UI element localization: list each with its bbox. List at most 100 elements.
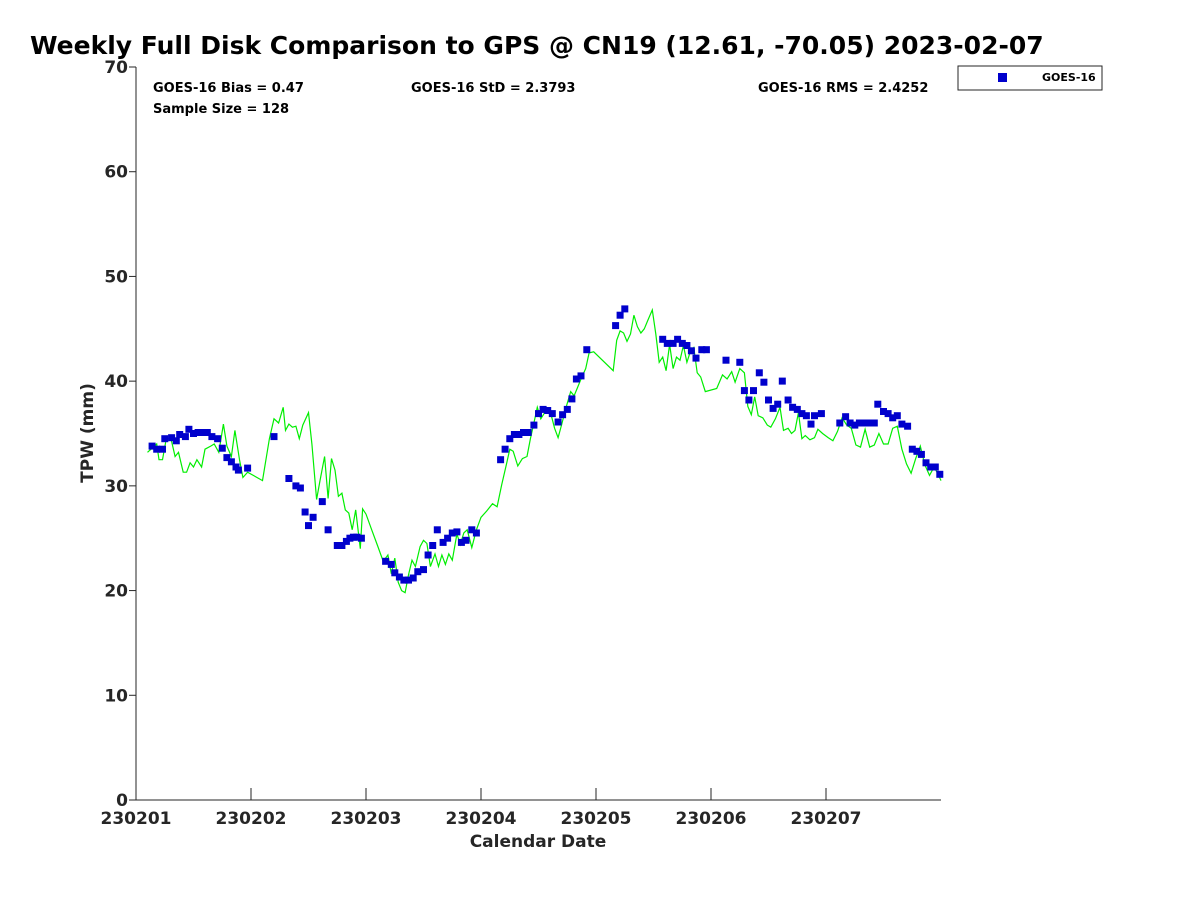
goes16-point (927, 463, 935, 471)
goes16-point (793, 405, 801, 413)
goes16-point (898, 420, 906, 428)
goes16-point (395, 573, 403, 581)
plot-area: 0 10 20 30 40 50 60 70 230201 230202 230203 230204… (101, 58, 944, 829)
goes16-point (400, 576, 408, 584)
goes16-point (802, 412, 810, 420)
goes16-point (563, 405, 571, 413)
goes16-point (922, 459, 930, 467)
goes16-point (218, 444, 226, 452)
goes16-point (208, 433, 216, 441)
goes16-point (683, 342, 691, 349)
goes16-point (583, 346, 591, 354)
goes16-point (305, 522, 312, 530)
legend-box (957, 65, 1103, 91)
x-tick-label: 230202 (216, 809, 287, 829)
goes16-point (855, 419, 863, 427)
goes16-point (669, 339, 677, 347)
goes16-point (568, 395, 576, 403)
goes16-point (893, 412, 901, 420)
goes16-point (338, 542, 346, 549)
goes16-point (409, 574, 417, 582)
goes16-point (860, 419, 868, 427)
goes16-point (811, 412, 818, 420)
goes16-point (663, 339, 671, 347)
goes16-point (524, 429, 532, 436)
goes16-point (444, 534, 452, 542)
goes16-point (176, 431, 184, 438)
x-axis-label: Calendar Date (470, 832, 607, 852)
goes16-point (698, 346, 706, 354)
std-stat: GOES-16 StD = 2.3793 (411, 81, 575, 96)
x-tick-label: 230201 (101, 809, 172, 829)
goes16-point (244, 464, 252, 472)
goes16-point (904, 422, 912, 430)
goes16-point (318, 498, 326, 506)
x-tick-label: 230207 (791, 809, 862, 829)
goes16-point (453, 528, 461, 536)
goes16-point (789, 403, 797, 411)
goes16-point (807, 420, 815, 428)
y-tick-label: 70 (104, 58, 128, 78)
goes16-point (931, 463, 939, 471)
goes16-point (917, 450, 925, 458)
y-tick-label: 40 (104, 372, 128, 392)
goes16-point (572, 375, 580, 383)
goes16-point (765, 396, 772, 404)
goes16-point (462, 536, 470, 544)
y-tick-label: 60 (104, 163, 128, 183)
goes16-point (740, 387, 748, 395)
goes16-point (429, 542, 437, 549)
x-tick-label: 230205 (561, 809, 632, 829)
goes16-point (185, 425, 193, 433)
goes16-point (836, 419, 844, 427)
goes16-point (936, 470, 944, 478)
goes16-point (296, 484, 304, 492)
goes16-point (181, 433, 189, 441)
goes16-point (846, 419, 854, 427)
goes16-point (472, 529, 480, 537)
goes16-point (468, 526, 476, 534)
goes16-point (506, 435, 514, 443)
goes16-point (203, 429, 211, 436)
goes16-point (510, 431, 518, 438)
goes16-point (353, 533, 361, 541)
goes16-point (405, 576, 412, 584)
goes16-point (285, 475, 293, 482)
goes16-series (148, 305, 944, 584)
goes16-point (159, 445, 166, 453)
goes16-point (539, 405, 547, 413)
goes16-point (172, 437, 180, 445)
chart-title: Weekly Full Disk Comparison to GPS @ CN1… (30, 31, 1044, 60)
goes16-point (755, 369, 763, 377)
x-tick-label: 230204 (446, 809, 517, 829)
bias-stat: GOES-16 Bias = 0.47 (153, 81, 304, 96)
goes16-point (889, 414, 897, 422)
goes16-point (520, 429, 527, 436)
goes16-point (439, 538, 447, 546)
goes16-point (817, 410, 825, 418)
goes16-point (674, 335, 682, 343)
gps-series (147, 307, 942, 594)
goes16-point (424, 551, 432, 559)
legend-entry-goes16: GOES-16 (1042, 71, 1096, 84)
goes16-point (884, 410, 892, 418)
y-tick-label: 30 (104, 477, 128, 497)
goes16-point (270, 433, 278, 441)
goes16-point (548, 410, 556, 418)
goes16-point (382, 557, 390, 565)
goes16-point (544, 407, 552, 414)
goes16-point (433, 526, 441, 534)
goes16-point (227, 458, 235, 466)
goes16-point (559, 411, 567, 419)
goes16-point (333, 542, 341, 549)
goes16-point (784, 396, 792, 404)
goes16-point (692, 354, 700, 362)
rms-stat: GOES-16 RMS = 2.4252 (758, 81, 928, 96)
goes16-point (387, 560, 395, 568)
goes16-point (199, 429, 207, 436)
goes16-point (678, 339, 686, 347)
goes16-point (760, 378, 768, 386)
goes16-point (577, 372, 585, 380)
goes16-point (457, 538, 465, 546)
